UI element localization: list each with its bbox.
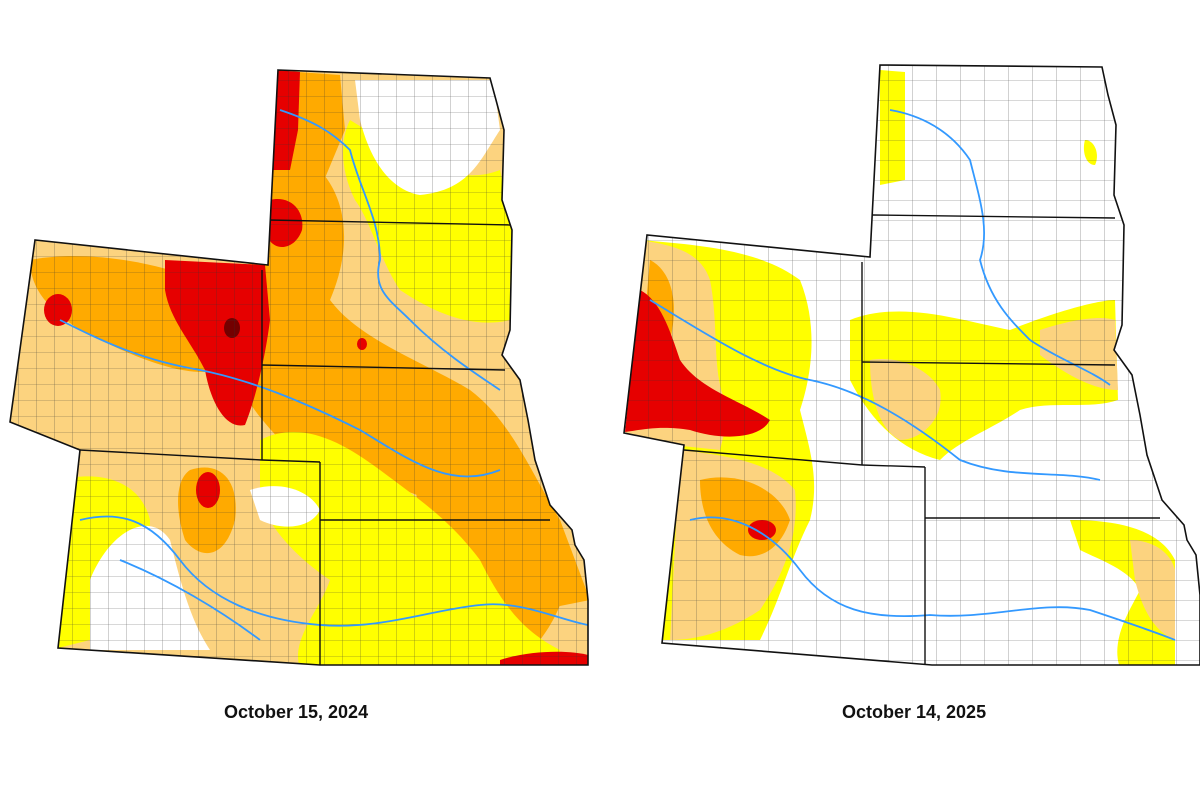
map-date-label-2025: October 14, 2025 — [842, 702, 987, 722]
region-outline-2025 — [623, 64, 1200, 666]
county-grid — [10, 70, 588, 665]
map-2025 — [623, 64, 1200, 666]
county-grid-2025 — [624, 65, 1200, 665]
rivers-2025 — [649, 109, 1176, 641]
state-borders — [79, 219, 550, 665]
map-2024 — [9, 69, 589, 666]
map-date-label-2024: October 15, 2024 — [224, 702, 369, 722]
state-borders-2025 — [683, 214, 1160, 665]
